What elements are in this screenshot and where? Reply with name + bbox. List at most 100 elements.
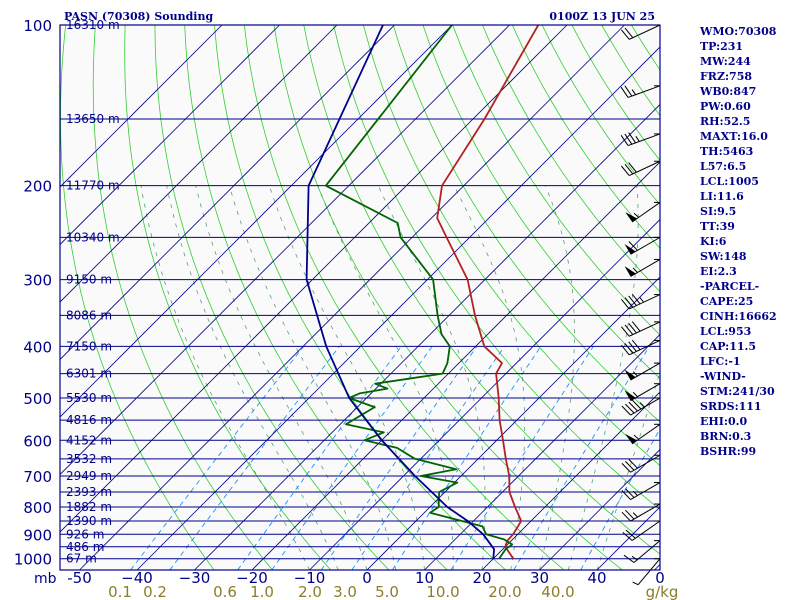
mixing-ratio-line xyxy=(271,346,433,570)
wind-barb-flag xyxy=(628,341,637,352)
dry-adiabat xyxy=(392,25,660,423)
mixing-ratio-line xyxy=(580,428,660,570)
wind-barb xyxy=(620,132,661,147)
wind-barb-staff xyxy=(633,540,661,563)
stat-item: CAPE:25 xyxy=(700,295,754,308)
axes xyxy=(59,24,661,571)
temperature-tick-label: 30 xyxy=(530,569,549,587)
stat-item: LCL:953 xyxy=(700,325,752,338)
wind-barb xyxy=(625,423,661,445)
pressure-tick-label: 900 xyxy=(23,526,52,544)
wind-barb-pennant xyxy=(624,369,636,381)
stat-item: CAP:11.5 xyxy=(700,340,757,353)
dry-adiabat xyxy=(60,25,215,570)
height-label: 67 m xyxy=(66,552,97,566)
mixing-ratio-label: 2.0 xyxy=(298,583,322,600)
wind-barb-staff xyxy=(628,294,661,310)
mixing-ratio-line xyxy=(351,346,505,570)
isotherm xyxy=(60,25,280,246)
dry-adiabat xyxy=(303,25,660,555)
height-label: 10340 m xyxy=(66,230,120,244)
wind-barb-pennant xyxy=(625,433,638,444)
wind-barb-flag xyxy=(621,344,630,356)
wind-barb xyxy=(622,520,661,541)
stat-item: CINH:16662 xyxy=(700,310,777,323)
isotherm xyxy=(136,46,660,570)
wind-barb-half-flag xyxy=(631,555,638,561)
temperature-tick-label: −10 xyxy=(294,569,326,587)
mixing-ratio-label: 1.0 xyxy=(250,583,274,600)
stat-item: -WIND- xyxy=(700,370,746,383)
wind-barb-flag xyxy=(625,529,636,539)
mixing-ratio-line xyxy=(513,346,650,570)
stat-item: BSHR:99 xyxy=(700,445,757,458)
wind-barb xyxy=(621,482,661,500)
moist-adiabat xyxy=(140,185,310,570)
wind-barb-flag xyxy=(624,163,634,175)
dry-adiabat xyxy=(243,25,565,570)
stat-item: KI:6 xyxy=(700,235,727,248)
pressure-tick-label: 500 xyxy=(23,390,52,408)
wind-barb-flag xyxy=(620,135,629,146)
mixing-ratio-line xyxy=(450,346,594,570)
isotherm xyxy=(366,276,660,570)
wind-barb-flag xyxy=(621,299,630,310)
wind-barb xyxy=(621,321,661,337)
wind-barb-flag xyxy=(631,321,641,332)
height-label: 16310 m xyxy=(66,18,120,32)
mixing-ratio-unit: g/kg xyxy=(646,583,679,600)
sounding-profiles xyxy=(305,25,540,560)
moist-adiabat xyxy=(317,185,454,570)
stat-item: SI:9.5 xyxy=(700,205,737,218)
wind-barb-half-flag xyxy=(633,434,640,440)
temperature-tick-label: 20 xyxy=(472,569,491,587)
wind-barb-pennant xyxy=(624,390,636,401)
wind-barb-flag xyxy=(620,86,629,98)
wind-axis-zero-label: 0 xyxy=(655,569,665,587)
wind-barb-flag xyxy=(628,241,638,251)
height-label: 2949 m xyxy=(66,469,112,483)
wind-barb xyxy=(623,540,661,563)
wind-barb xyxy=(632,558,661,586)
wind-barb xyxy=(620,85,661,98)
wind-barb-flag xyxy=(625,488,635,498)
moist-adiabat xyxy=(195,185,368,570)
wind-barb-flag xyxy=(628,459,638,469)
wind-barb-staff xyxy=(630,397,661,416)
mixing-ratio-line xyxy=(169,346,340,570)
mixing-ratio-line xyxy=(320,346,478,570)
wind-barb-flag xyxy=(625,403,635,414)
wind-barb-half-flag xyxy=(632,267,638,273)
mixing-ratio-line xyxy=(130,346,305,570)
stat-item: L57:6.5 xyxy=(700,160,747,173)
wind-barb-flag xyxy=(631,399,642,410)
temperature-tick-label: 0 xyxy=(362,569,372,587)
mixing-ratio-label: 0.6 xyxy=(213,583,237,600)
temperature-tick-label: -50 xyxy=(67,569,92,587)
wind-barb xyxy=(625,202,661,223)
height-label: 13650 m xyxy=(66,112,120,126)
height-label: 926 m xyxy=(66,527,104,541)
temperature-tick-label: 10 xyxy=(415,569,434,587)
isotherm xyxy=(539,448,660,570)
plot-frame xyxy=(59,24,661,571)
wind-barb xyxy=(621,293,661,310)
height-label: 9150 m xyxy=(66,273,112,287)
wind-barb-flag xyxy=(621,490,631,500)
moist-adiabat xyxy=(539,185,575,570)
wind-barb-flag xyxy=(621,326,630,337)
temperature-tick-label: −30 xyxy=(179,569,211,587)
stat-item: MW:244 xyxy=(700,55,751,68)
height-label: 11770 m xyxy=(66,179,120,193)
mixing-ratio-label: 10.0 xyxy=(426,583,459,600)
stat-item: LFC:-1 xyxy=(700,355,741,368)
wind-barb-staff xyxy=(630,503,661,522)
stat-item: WB0:847 xyxy=(700,85,757,98)
stat-item: SRDS:111 xyxy=(700,400,762,413)
wind-barb-flag xyxy=(625,509,635,520)
dry-adiabat xyxy=(184,25,448,570)
pressure-tick-label: 600 xyxy=(23,432,52,450)
stat-item: EI:2.3 xyxy=(700,265,737,278)
